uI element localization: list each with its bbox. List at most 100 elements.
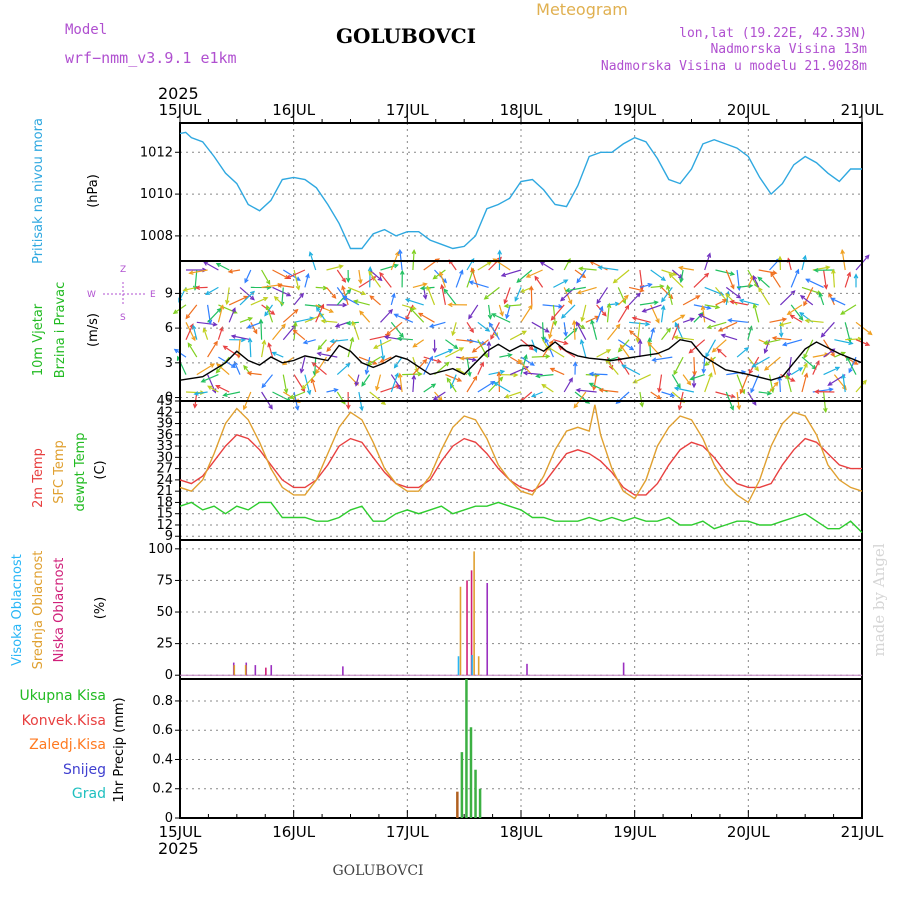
wind-arrow [427,287,434,305]
wind-arrow [424,384,435,392]
elevation-label: Nadmorska Visina 13m [710,42,867,57]
precip-ytick-label: 0.2 [152,782,173,797]
date-bottom-label: 15JUL [159,823,202,841]
wind-arrow [337,364,349,375]
wind-arrow [447,378,456,392]
cloud-frame [180,540,862,679]
precip-legend-graupel: Grad [72,786,106,802]
wind-arrow [478,382,495,392]
cloud-title-3: Niska Oblacnost [52,558,67,663]
compass-west-label: W [87,290,96,300]
wind-arrow [502,270,521,276]
wind-arrow [806,279,823,287]
wind-arrow [370,392,385,404]
wind-arrow [543,322,544,340]
date-top-label: 15JUL [159,101,202,119]
wind-frame [180,261,862,401]
wind-arrow [424,357,433,375]
wind-arrow [362,375,370,386]
pressure-title: Pritisak na nivou mora [31,118,46,264]
wind-ytick-label: 3 [165,356,173,371]
precip-frame [180,679,862,818]
precip-legend-total: Ukupna Kisa [19,688,106,704]
cloud-ytick-label: 75 [156,573,173,588]
wind-arrow [273,392,291,401]
wind-arrow [748,392,756,405]
wind-arrow [622,365,640,374]
date-top-label: 20JUL [727,101,770,119]
wind-arrow [694,274,708,288]
wind-arrow [435,350,453,357]
wind-arrow [318,340,326,350]
lonlat-label: lon,lat (19.22E, 42.33N) [679,26,867,41]
wind-arrow [467,377,477,392]
wind-arrow [521,340,533,350]
wind-arrow [381,310,393,322]
precip-legend-snow: Snijeg [63,762,106,778]
wind-arrow [672,375,680,388]
wind-arrow [758,277,769,287]
wind-arrow [597,350,611,357]
date-bottom-label: 18JUL [500,823,543,841]
date-top-label: 21JUL [841,101,884,119]
wind-arrow [370,296,380,305]
wind-arrow [562,305,575,318]
wind-arrow [510,331,526,339]
station-title: GOLUBOVCI [336,24,476,48]
wind-arrow [395,357,403,367]
year-bottom: 2025 [158,839,199,858]
credit: made by Angel [870,543,888,656]
wind-arrow [737,348,748,357]
precip-legend-conv: Konvek.Kisa [22,713,106,729]
wind-arrow [294,294,303,305]
wind-arrow [188,343,196,357]
date-bottom-label: 17JUL [386,823,429,841]
wind-arrow [499,372,500,392]
wind-arrow [478,322,489,331]
wind-arrow [699,315,715,323]
meteogram-title: Meteogram [536,0,628,19]
wind-arrow [469,305,478,319]
compass-east-label: E [150,290,156,300]
wind-arrow [674,357,683,374]
wind-arrow [614,270,629,283]
date-top-label: 19JUL [613,101,656,119]
wind-ytick-label: 9 [165,286,173,301]
wind-arrow [262,375,272,388]
wind-arrow [186,305,197,318]
wind-arrow [841,305,856,314]
wind-arrow [273,324,286,339]
wind-arrow [444,289,456,305]
wind-arrow [542,385,553,392]
wind-arrow [662,329,671,340]
wind-arrow [178,357,186,375]
date-bottom-label: 19JUL [613,823,656,841]
wind-arrow [283,310,297,323]
wind-arrow [531,287,532,305]
precip-title: 1hr Precip (mm) [112,697,127,802]
pressure-ytick-label: 1008 [140,229,173,244]
wind-arrow [618,306,628,323]
wind-arrow [305,314,323,322]
temp-unit: (C) [93,460,108,479]
date-top-label: 17JUL [386,101,429,119]
wind-arrow [824,368,839,375]
wind-arrow [478,262,491,270]
wind-arrow [532,356,549,357]
wind-arrow [360,311,370,322]
model-label: Model [65,22,107,38]
wind-arrow [564,378,572,392]
cloud-ytick-label: 0 [165,668,173,683]
wind-arrow [718,349,727,357]
wind-arrow [250,339,251,358]
wind-arrow [845,339,861,340]
compass-south-label: S [120,313,126,323]
wind-arrow [683,296,699,305]
date-bottom-label: 16JUL [272,823,315,841]
wind-arrow [606,360,618,375]
